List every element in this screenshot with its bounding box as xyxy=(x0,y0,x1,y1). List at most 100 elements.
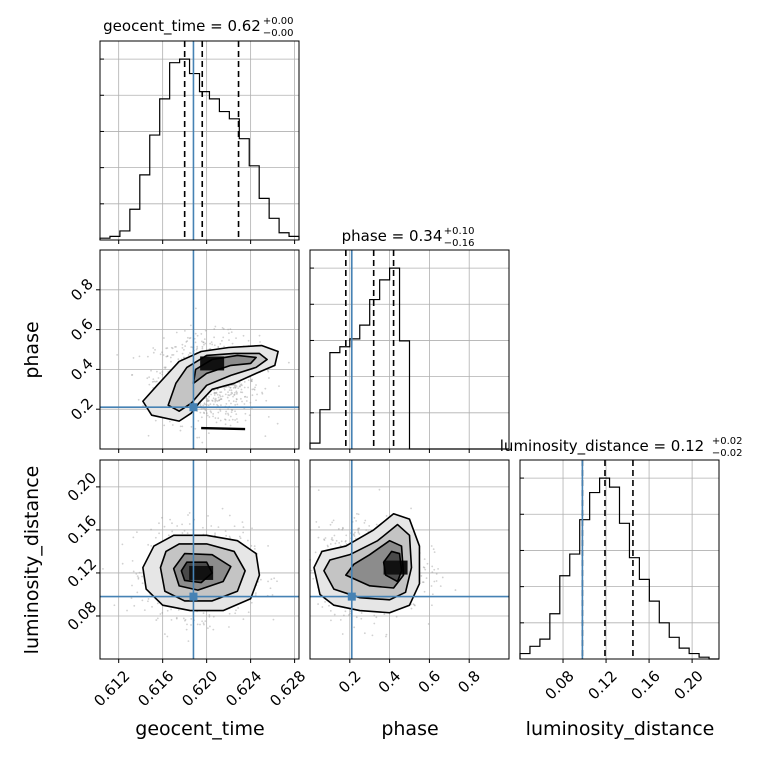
density-geocent_time-vs-phase-point xyxy=(234,410,236,413)
density-geocent_time-vs-phase-contour-line xyxy=(192,354,257,385)
density-geocent_time-vs-phase-point xyxy=(190,425,193,428)
density-phase-vs-luminosity_distance-point xyxy=(412,603,415,606)
ytick-label-luminosity_distance: 0.08 xyxy=(64,598,100,634)
density-geocent_time-vs-phase-point xyxy=(258,334,261,337)
density-geocent_time-vs-phase-point xyxy=(202,411,205,414)
xtick-label-phase: 0.8 xyxy=(454,667,484,697)
density-geocent_time-vs-phase-point xyxy=(234,386,237,389)
density-phase-vs-luminosity_distance-point xyxy=(385,633,388,636)
density-geocent_time-vs-phase-point xyxy=(206,398,209,400)
density-geocent_time-vs-phase-point xyxy=(234,386,237,389)
density-geocent_time-vs-luminosity_distance-point xyxy=(273,577,276,580)
density-geocent_time-vs-luminosity_distance-point xyxy=(204,620,207,623)
density-phase-vs-luminosity_distance-point xyxy=(338,541,341,544)
hist-phase-frame xyxy=(309,249,510,450)
density-geocent_time-vs-luminosity_distance-point xyxy=(169,518,171,521)
density-geocent_time-vs-luminosity_distance-point xyxy=(272,618,275,621)
density-geocent_time-vs-phase-point xyxy=(202,404,205,407)
density-phase-vs-luminosity_distance-point xyxy=(421,581,424,584)
xtick-label-geocent_time: 0.612 xyxy=(90,667,133,710)
density-geocent_time-vs-luminosity_distance-point xyxy=(171,530,174,533)
yaxis-label-luminosity_distance: luminosity_distance xyxy=(21,466,43,655)
density-geocent_time-vs-phase-point xyxy=(204,408,206,411)
density-phase-vs-luminosity_distance-contour-line xyxy=(345,539,405,589)
density-geocent_time-vs-phase-point xyxy=(228,389,231,392)
density-geocent_time-vs-phase-point xyxy=(175,331,178,334)
density-geocent_time-vs-phase-point xyxy=(146,377,149,380)
density-phase-vs-luminosity_distance-point xyxy=(430,585,433,587)
density-geocent_time-vs-phase-point xyxy=(170,360,172,363)
ytick-label-phase: 0.6 xyxy=(67,315,97,345)
density-phase-vs-luminosity_distance-point xyxy=(335,539,338,542)
density-geocent_time-vs-luminosity_distance-point xyxy=(242,531,245,534)
density-geocent_time-vs-phase-point xyxy=(231,392,234,395)
density-geocent_time-vs-phase-point xyxy=(206,414,209,417)
density-geocent_time-vs-phase-point xyxy=(267,415,270,418)
density-geocent_time-vs-phase-point xyxy=(146,355,149,358)
density-geocent_time-vs-phase-point xyxy=(264,435,267,438)
density-geocent_time-vs-phase-point xyxy=(184,345,187,347)
density-phase-vs-luminosity_distance-point xyxy=(329,543,332,545)
density-phase-vs-luminosity_distance-point xyxy=(432,548,435,551)
density-geocent_time-vs-luminosity_distance-point xyxy=(166,609,169,612)
density-geocent_time-vs-phase-point xyxy=(251,388,254,391)
density-phase-vs-luminosity_distance-point xyxy=(339,619,342,621)
density-geocent_time-vs-luminosity_distance-point xyxy=(270,578,273,581)
density-geocent_time-vs-phase-point xyxy=(163,337,165,339)
density-geocent_time-vs-phase-point xyxy=(214,325,217,328)
density-phase-vs-luminosity_distance-point xyxy=(318,526,320,528)
density-geocent_time-vs-phase-point xyxy=(179,425,182,428)
ytick-label-phase: 0.4 xyxy=(67,355,97,385)
density-geocent_time-vs-phase-point xyxy=(240,388,243,391)
density-phase-vs-luminosity_distance-point xyxy=(329,523,332,526)
density-geocent_time-vs-phase-point xyxy=(219,343,222,345)
density-geocent_time-vs-phase-point xyxy=(233,393,236,396)
density-phase-vs-luminosity_distance-point xyxy=(385,515,388,517)
density-geocent_time-vs-phase-point xyxy=(220,398,223,400)
density-geocent_time-vs-phase-point xyxy=(229,424,232,427)
density-phase-vs-luminosity_distance-point xyxy=(330,538,333,541)
density-geocent_time-vs-phase-point xyxy=(217,396,220,399)
density-geocent_time-vs-phase-point xyxy=(171,347,174,350)
density-phase-vs-luminosity_distance-point xyxy=(431,571,434,574)
density-geocent_time-vs-phase-point xyxy=(175,345,177,348)
density-geocent_time-vs-phase-point xyxy=(137,398,140,401)
density-geocent_time-vs-phase-point xyxy=(215,392,218,394)
density-geocent_time-vs-phase-point xyxy=(187,354,190,356)
density-geocent_time-vs-phase-point xyxy=(181,347,184,349)
density-geocent_time-vs-phase-point xyxy=(190,346,193,348)
density-geocent_time-vs-luminosity_distance-point xyxy=(158,522,160,525)
density-geocent_time-vs-phase-point xyxy=(132,357,135,359)
yaxis-label-phase: phase xyxy=(21,321,43,378)
density-geocent_time-vs-phase-point xyxy=(189,337,192,339)
density-geocent_time-vs-phase-point xyxy=(194,341,197,344)
density-geocent_time-vs-phase-point xyxy=(221,326,224,329)
density-geocent_time-vs-phase-point xyxy=(219,408,221,411)
density-geocent_time-vs-phase-point xyxy=(207,404,210,407)
density-geocent_time-vs-phase-point xyxy=(217,404,219,407)
hist-phase-bars xyxy=(309,267,509,450)
density-geocent_time-vs-luminosity_distance-point xyxy=(159,613,162,615)
title-phase: phase = 0.34 +0.10−0.16 xyxy=(342,226,475,249)
density-geocent_time-vs-phase-point xyxy=(228,399,230,402)
density-geocent_time-vs-phase-point xyxy=(201,441,204,444)
density-phase-vs-luminosity_distance-point xyxy=(353,533,355,535)
density-phase-vs-luminosity_distance-point xyxy=(310,569,313,572)
density-geocent_time-vs-luminosity_distance-point xyxy=(269,587,272,590)
density-geocent_time-vs-phase-point xyxy=(234,384,237,387)
density-phase-vs-luminosity_distance-point xyxy=(373,622,376,625)
density-geocent_time-vs-luminosity_distance-point xyxy=(155,619,158,621)
density-geocent_time-vs-phase-point xyxy=(171,354,173,356)
density-phase-vs-luminosity_distance-point xyxy=(395,615,398,618)
density-phase-vs-luminosity_distance-point xyxy=(337,528,340,530)
title-text-luminosity_distance: luminosity_distance = 0.12 xyxy=(500,437,704,456)
density-geocent_time-vs-phase-point xyxy=(214,400,217,403)
density-geocent_time-vs-phase-point xyxy=(200,333,203,335)
density-geocent_time-vs-phase-point xyxy=(259,341,261,343)
density-geocent_time-vs-phase-point xyxy=(261,391,263,394)
density-geocent_time-vs-phase-point xyxy=(223,388,226,391)
density-geocent_time-vs-phase-point xyxy=(157,377,160,379)
density-geocent_time-vs-phase-point xyxy=(251,394,254,397)
density-geocent_time-vs-phase-point xyxy=(165,355,168,358)
density-geocent_time-vs-phase-point xyxy=(186,336,189,339)
